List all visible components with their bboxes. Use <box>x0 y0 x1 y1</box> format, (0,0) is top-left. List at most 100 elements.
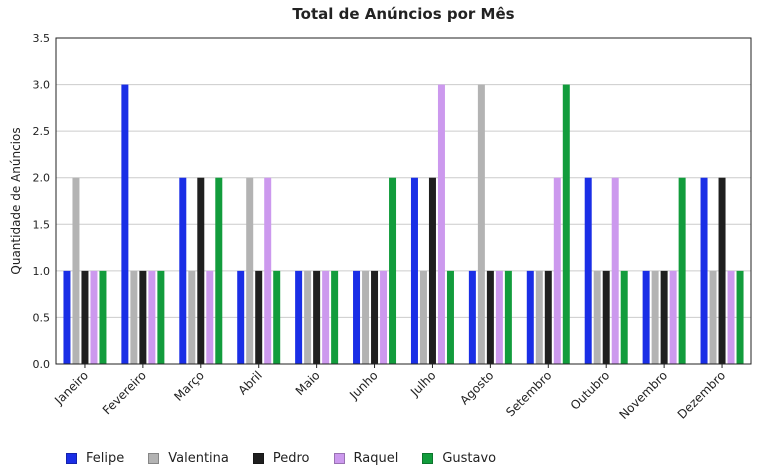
bar-felipe-fevereiro <box>121 84 129 365</box>
bar-raquel-dezembro <box>727 270 735 364</box>
chart-legend: Felipe Valentina Pedro Raquel Gustavo <box>66 451 520 466</box>
legend-item-felipe: Felipe <box>66 451 124 466</box>
bar-valentina-março <box>188 270 196 364</box>
legend-label: Valentina <box>168 451 229 466</box>
bar-raquel-setembro <box>553 177 561 364</box>
y-tick-label: 0.5 <box>33 311 51 324</box>
bar-felipe-novembro <box>642 270 650 364</box>
bar-raquel-março <box>206 270 214 364</box>
legend-label: Pedro <box>272 451 310 466</box>
bar-pedro-fevereiro <box>139 270 147 364</box>
bar-gustavo-fevereiro <box>157 270 165 364</box>
bar-raquel-abril <box>264 177 272 364</box>
bar-gustavo-abril <box>273 270 281 364</box>
bar-felipe-setembro <box>526 270 534 364</box>
x-tick-label: Abril <box>236 368 265 397</box>
legend-item-gustavo: Gustavo <box>422 451 496 466</box>
bar-gustavo-setembro <box>562 84 570 365</box>
chart-title: Total de Anúncios por Mês <box>292 5 515 23</box>
bar-felipe-março <box>179 177 187 364</box>
x-tick-label: Fevereiro <box>100 368 149 417</box>
bar-valentina-maio <box>304 270 312 364</box>
bar-raquel-fevereiro <box>148 270 156 364</box>
x-tick-label: Dezembro <box>675 368 728 421</box>
bar-felipe-janeiro <box>63 270 71 364</box>
x-tick-label: Janeiro <box>51 368 91 408</box>
x-tick-label: Outubro <box>568 368 613 413</box>
bar-raquel-maio <box>322 270 330 364</box>
bar-valentina-setembro <box>535 270 543 364</box>
y-tick-label: 1.0 <box>33 265 51 278</box>
bar-felipe-dezembro <box>700 177 708 364</box>
x-tick-label: Março <box>171 368 207 404</box>
bar-raquel-junho <box>380 270 388 364</box>
x-tick-label: Junho <box>346 368 380 402</box>
y-tick-label: 2.5 <box>33 125 51 138</box>
bar-gustavo-dezembro <box>736 270 744 364</box>
bar-valentina-junho <box>362 270 370 364</box>
bar-pedro-junho <box>371 270 379 364</box>
x-tick-label: Setembro <box>503 368 554 419</box>
plot-frame <box>55 37 752 365</box>
legend-label: Gustavo <box>442 451 497 466</box>
bar-pedro-abril <box>255 270 263 364</box>
bar-raquel-agosto <box>495 270 503 364</box>
y-axis-title: Quantidade de Anúncios <box>9 127 23 274</box>
bar-pedro-setembro <box>544 270 552 364</box>
bar-gustavo-outubro <box>620 270 628 364</box>
bar-raquel-novembro <box>669 270 677 364</box>
bar-pedro-janeiro <box>81 270 89 364</box>
bar-pedro-outubro <box>602 270 610 364</box>
y-tick-label: 0.0 <box>33 358 51 371</box>
legend-swatch <box>252 453 264 464</box>
y-tick-label: 3.5 <box>33 32 51 45</box>
legend-swatch <box>66 453 77 464</box>
bar-raquel-outubro <box>611 177 619 364</box>
legend-swatch <box>333 453 345 464</box>
bar-felipe-abril <box>237 270 245 364</box>
bar-pedro-novembro <box>660 270 668 364</box>
bar-valentina-janeiro <box>72 177 80 364</box>
bar-felipe-agosto <box>468 270 476 364</box>
bar-valentina-julho <box>419 270 427 364</box>
legend-swatch <box>148 453 160 464</box>
bar-raquel-janeiro <box>90 270 98 364</box>
legend-item-raquel: Raquel <box>333 451 399 466</box>
bar-gustavo-julho <box>446 270 454 364</box>
legend-item-pedro: Pedro <box>252 451 310 466</box>
bar-gustavo-junho <box>389 177 397 364</box>
bar-pedro-março <box>197 177 205 364</box>
bar-gustavo-janeiro <box>99 270 107 364</box>
legend-swatch <box>422 453 434 464</box>
bar-felipe-julho <box>410 177 418 364</box>
bar-gustavo-agosto <box>504 270 512 364</box>
bar-raquel-julho <box>437 84 445 365</box>
bar-gustavo-março <box>215 177 223 364</box>
legend-item-valentina: Valentina <box>148 451 229 466</box>
x-tick-label: Agosto <box>457 368 496 407</box>
bar-gustavo-novembro <box>678 177 686 364</box>
legend-label: Raquel <box>353 451 399 466</box>
bar-valentina-novembro <box>651 270 659 364</box>
bar-pedro-julho <box>428 177 436 364</box>
bar-valentina-dezembro <box>709 270 717 364</box>
x-tick-label: Novembro <box>616 368 670 422</box>
bar-felipe-maio <box>295 270 303 364</box>
bar-valentina-agosto <box>477 84 485 365</box>
bar-pedro-maio <box>313 270 321 364</box>
bar-gustavo-maio <box>331 270 339 364</box>
bar-valentina-abril <box>246 177 254 364</box>
y-tick-label: 2.0 <box>33 172 51 185</box>
legend-label: Felipe <box>86 451 125 466</box>
y-tick-label: 1.5 <box>33 218 51 231</box>
y-tick-label: 3.0 <box>33 79 51 92</box>
bar-felipe-outubro <box>584 177 592 364</box>
bar-valentina-fevereiro <box>130 270 138 364</box>
bar-felipe-junho <box>353 270 361 364</box>
x-tick-label: Maio <box>293 368 323 398</box>
x-tick-label: Julho <box>407 368 438 399</box>
bar-pedro-dezembro <box>718 177 726 364</box>
bar-pedro-agosto <box>486 270 494 364</box>
